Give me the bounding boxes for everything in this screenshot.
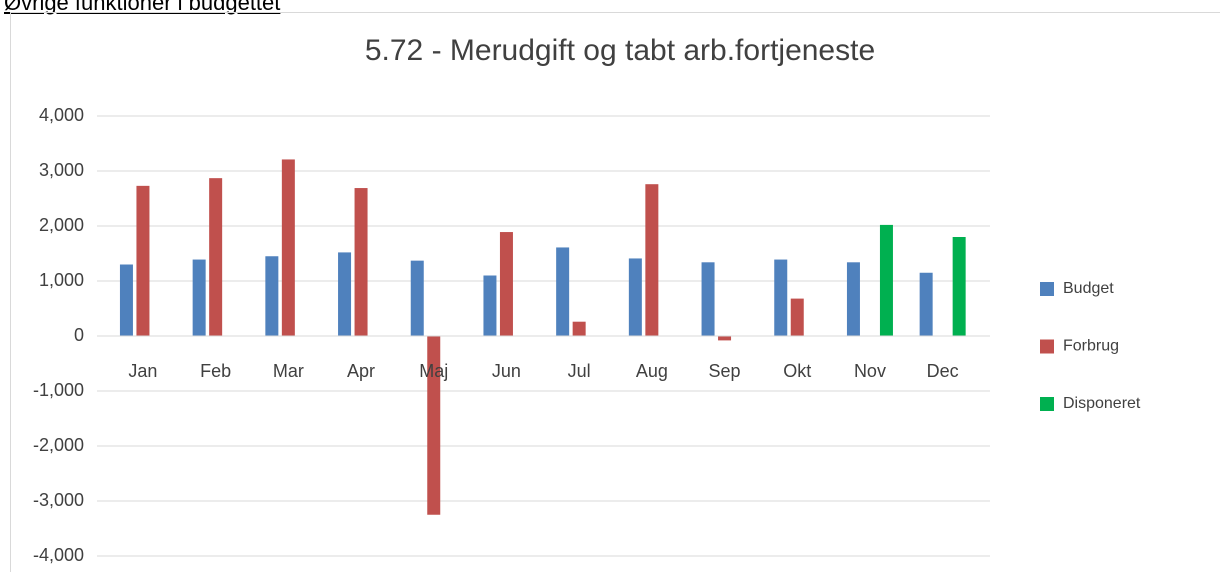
y-tick-label: 4,000 xyxy=(39,105,84,125)
bar xyxy=(846,262,860,336)
y-tick-label: -4,000 xyxy=(33,545,84,565)
bar xyxy=(628,258,642,336)
x-tick-label: Okt xyxy=(783,361,811,381)
x-tick-label: Jan xyxy=(128,361,157,381)
bar xyxy=(483,275,497,336)
bar xyxy=(265,256,279,336)
y-tick-label: 1,000 xyxy=(39,270,84,290)
y-tick-label: 3,000 xyxy=(39,160,84,180)
bar xyxy=(354,188,368,336)
legend-label: Disponeret xyxy=(1063,395,1141,412)
bar xyxy=(556,247,570,336)
x-tick-label: Dec xyxy=(927,361,959,381)
y-tick-label: -3,000 xyxy=(33,490,84,510)
x-tick-label: Nov xyxy=(854,361,886,381)
bar xyxy=(790,298,804,336)
bar xyxy=(499,232,513,336)
x-tick-label: Apr xyxy=(347,361,375,381)
legend-label: Budget xyxy=(1063,280,1114,297)
legend-label: Forbrug xyxy=(1063,338,1119,355)
y-tick-label: 2,000 xyxy=(39,215,84,235)
bar xyxy=(338,252,352,336)
page-header: Øvrige funktioner i budgettet xyxy=(4,0,281,15)
bar xyxy=(645,184,659,336)
bar xyxy=(209,178,223,336)
y-tick-label: -1,000 xyxy=(33,380,84,400)
chart-title: 5.72 - Merudgift og tabt arb.fortjeneste xyxy=(365,34,875,67)
bar xyxy=(572,321,586,336)
bar xyxy=(879,224,893,336)
legend-swatch xyxy=(1040,339,1054,354)
bar xyxy=(136,185,150,336)
y-tick-label: -2,000 xyxy=(33,435,84,455)
bar xyxy=(701,262,715,336)
bar xyxy=(718,336,732,341)
bar xyxy=(919,272,933,336)
legend-swatch xyxy=(1040,282,1054,296)
bar xyxy=(281,159,295,336)
chart-frame xyxy=(10,12,1220,572)
bar xyxy=(952,237,966,336)
x-tick-label: Aug xyxy=(636,361,668,381)
bar xyxy=(427,336,441,515)
x-tick-label: Mar xyxy=(273,361,304,381)
x-tick-label: Jun xyxy=(492,361,521,381)
x-tick-label: Sep xyxy=(709,361,741,381)
x-tick-label: Maj xyxy=(419,361,448,381)
bar xyxy=(192,259,206,336)
y-tick-label: 0 xyxy=(74,325,84,345)
bar xyxy=(119,264,133,336)
legend-swatch xyxy=(1040,397,1054,411)
x-tick-label: Feb xyxy=(200,361,231,381)
x-tick-label: Jul xyxy=(568,361,591,381)
bar xyxy=(410,260,424,336)
bar xyxy=(774,259,788,336)
